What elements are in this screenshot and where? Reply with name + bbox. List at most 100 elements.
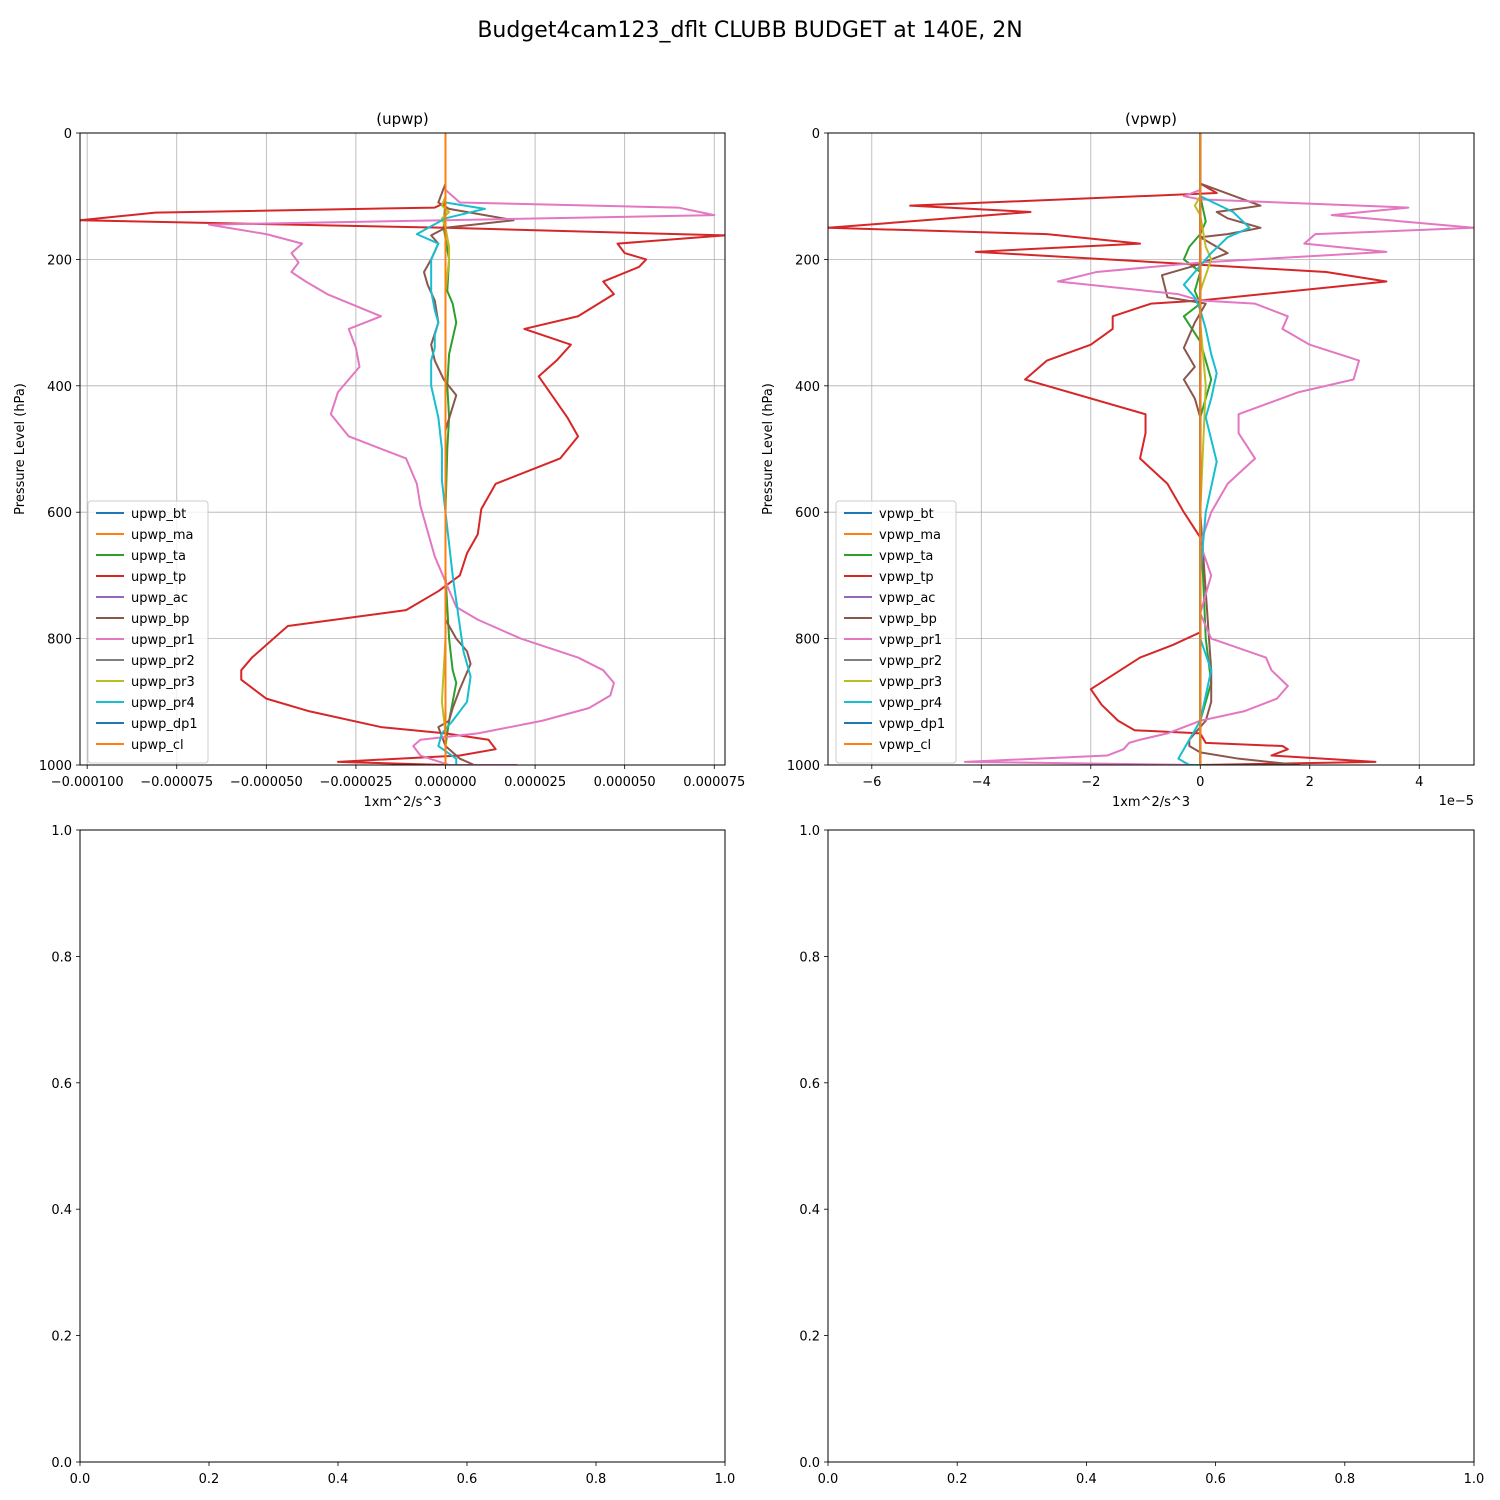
x-tick-label: 0.0: [70, 1472, 91, 1487]
y-tick-label: 200: [795, 253, 820, 268]
y-tick-label: 1000: [787, 759, 820, 774]
y-tick-label: 0.0: [799, 1456, 820, 1471]
y-axis-ticks: 0.0 0.2 0.4 0.6 0.8 1.0: [51, 824, 80, 1471]
series-line-vpwp_tp: [828, 133, 1388, 765]
x-tick-label: 4: [1415, 775, 1423, 790]
legend-label-upwp_ac: upwp_ac: [131, 591, 188, 606]
x-tick-label: 0.000075: [683, 775, 745, 790]
x-axis-ticks: 0.0 0.2 0.4 0.6 0.8 1.0: [70, 1462, 736, 1487]
legend-label-vpwp_bt: vpwp_bt: [879, 507, 934, 522]
legend-box: [835, 500, 957, 764]
x-tick-label: 0.0: [818, 1472, 839, 1487]
legend-label-vpwp_ac: vpwp_ac: [879, 591, 935, 606]
legend-label-upwp_dp1: upwp_dp1: [131, 717, 198, 732]
y-axis-ticks: 0.0 0.2 0.4 0.6 0.8 1.0: [799, 824, 828, 1471]
legend-label-upwp_ma: upwp_ma: [131, 528, 194, 543]
x-axis-ticks: 0.0 0.2 0.4 0.6 0.8 1.0: [818, 1462, 1484, 1487]
series-line-upwp_pr4: [415, 133, 486, 765]
y-tick-label: 0.8: [51, 950, 72, 965]
y-tick-label: 1.0: [799, 824, 820, 839]
legend-label-upwp_pr2: upwp_pr2: [131, 654, 195, 669]
y-axis-ticks: 0 200 400 600 800 1000: [39, 127, 80, 774]
x-tick-label: 0.2: [947, 1472, 968, 1487]
legend-label-upwp_cl: upwp_cl: [131, 738, 184, 753]
series-line-vpwp_pr1: [963, 133, 1474, 765]
y-tick-label: 600: [47, 506, 72, 521]
legend-label-vpwp_pr3: vpwp_pr3: [879, 675, 942, 690]
x-tick-label: −0.000025: [319, 775, 392, 790]
chart-panel-4: 0.0 0.2 0.4 0.6 0.8 1.0 0.0 0.2 0.4 0.6 0.8 1.0: [799, 824, 1484, 1487]
legend-label-vpwp_ma: vpwp_ma: [879, 528, 941, 543]
legend-label-vpwp_pr4: vpwp_pr4: [879, 696, 942, 711]
y-tick-label: 400: [795, 380, 820, 395]
legend-label-vpwp_pr1: vpwp_pr1: [879, 633, 942, 648]
y-tick-label: 0: [64, 127, 72, 142]
y-tick-label: 1000: [39, 759, 72, 774]
x-tick-label: 0.000025: [504, 775, 566, 790]
legend-label-vpwp_pr2: vpwp_pr2: [879, 654, 942, 669]
series-line-upwp_bp: [423, 133, 515, 765]
x-tick-label: −4: [972, 775, 991, 790]
y-tick-label: 0.2: [51, 1330, 72, 1345]
y-tick-label: 600: [795, 506, 820, 521]
legend: upwp_bt upwp_ma upwp_ta upwp_tp upwp_ac upwp_…: [87, 500, 209, 764]
legend-label-vpwp_cl: vpwp_cl: [879, 738, 931, 753]
chart-title: (upwp): [376, 110, 429, 128]
series-group: [80, 133, 725, 765]
x-tick-label: −0.000100: [51, 775, 124, 790]
x-tick-label: −6: [862, 775, 881, 790]
series-line-upwp_pr1: [208, 133, 716, 765]
y-tick-label: 1.0: [51, 824, 72, 839]
legend-label-vpwp_bp: vpwp_bp: [879, 612, 937, 627]
y-tick-label: 0.6: [51, 1077, 72, 1092]
y-tick-label: 0.2: [799, 1330, 820, 1345]
series-line-vpwp_pr4: [1177, 133, 1251, 765]
legend-label-vpwp_ta: vpwp_ta: [879, 549, 933, 564]
x-axis-ticks: −0.000100 −0.000075 −0.000050 −0.000025 0.00…: [51, 765, 745, 790]
legend-label-upwp_bp: upwp_bp: [131, 612, 189, 627]
x-tick-label: 0.6: [457, 1472, 478, 1487]
chart-title: (vpwp): [1125, 110, 1177, 128]
y-tick-label: 400: [47, 380, 72, 395]
y-tick-label: 0.4: [799, 1203, 820, 1218]
legend-label-vpwp_dp1: vpwp_dp1: [879, 717, 945, 732]
y-tick-label: 800: [795, 633, 820, 648]
legend-box: [87, 500, 209, 764]
axes-frame: [827, 829, 1475, 1463]
legend-label-upwp_ta: upwp_ta: [131, 549, 186, 564]
chart-panel-3: 0.0 0.2 0.4 0.6 0.8 1.0 0.0 0.2 0.4 0.6 0.8 1.0: [51, 824, 735, 1487]
x-tick-label: 0.000000: [414, 775, 476, 790]
x-tick-label: 0.000050: [594, 775, 656, 790]
series-group: [828, 133, 1474, 765]
x-axis-label: 1xm^2/s^3: [363, 795, 441, 810]
x-tick-label: 0: [1196, 775, 1204, 790]
y-tick-label: 0.6: [799, 1077, 820, 1092]
x-tick-label: 0.8: [1334, 1472, 1355, 1487]
series-line-upwp_tp: [80, 133, 725, 765]
x-tick-label: −2: [1081, 775, 1100, 790]
chart-panel-2: −6 −4 −2 0 2 4 0 200 400 600 800 1000 (vpwp) 1xm^2/s^…: [761, 110, 1475, 810]
x-axis-label: 1xm^2/s^3: [1112, 795, 1190, 810]
legend-label-upwp_pr1: upwp_pr1: [131, 633, 195, 648]
x-tick-label: 1.0: [715, 1472, 736, 1487]
legend: vpwp_bt vpwp_ma vpwp_ta vpwp_tp vpwp_ac vpwp_…: [835, 500, 957, 764]
x-tick-label: −0.000075: [140, 775, 213, 790]
axes-frame: [79, 829, 726, 1463]
y-axis-label: Pressure Level (hPa): [13, 383, 28, 515]
x-axis-ticks: −6 −4 −2 0 2 4: [862, 765, 1423, 790]
x-tick-label: 0.4: [328, 1472, 349, 1487]
legend-label-upwp_pr3: upwp_pr3: [131, 675, 195, 690]
y-tick-label: 0: [812, 127, 820, 142]
legend-label-upwp_tp: upwp_tp: [131, 570, 186, 585]
figure-title: Budget4cam123_dflt CLUBB BUDGET at 140E,…: [477, 18, 1022, 43]
x-offset-text: 1e−5: [1439, 794, 1474, 809]
y-tick-label: 200: [47, 253, 72, 268]
y-tick-label: 0.4: [51, 1203, 72, 1218]
y-axis-label: Pressure Level (hPa): [761, 383, 776, 515]
x-tick-label: 0.8: [586, 1472, 607, 1487]
y-axis-ticks: 0 200 400 600 800 1000: [787, 127, 828, 774]
y-tick-label: 800: [47, 633, 72, 648]
y-tick-label: 0.0: [51, 1456, 72, 1471]
x-tick-label: 0.4: [1076, 1472, 1097, 1487]
